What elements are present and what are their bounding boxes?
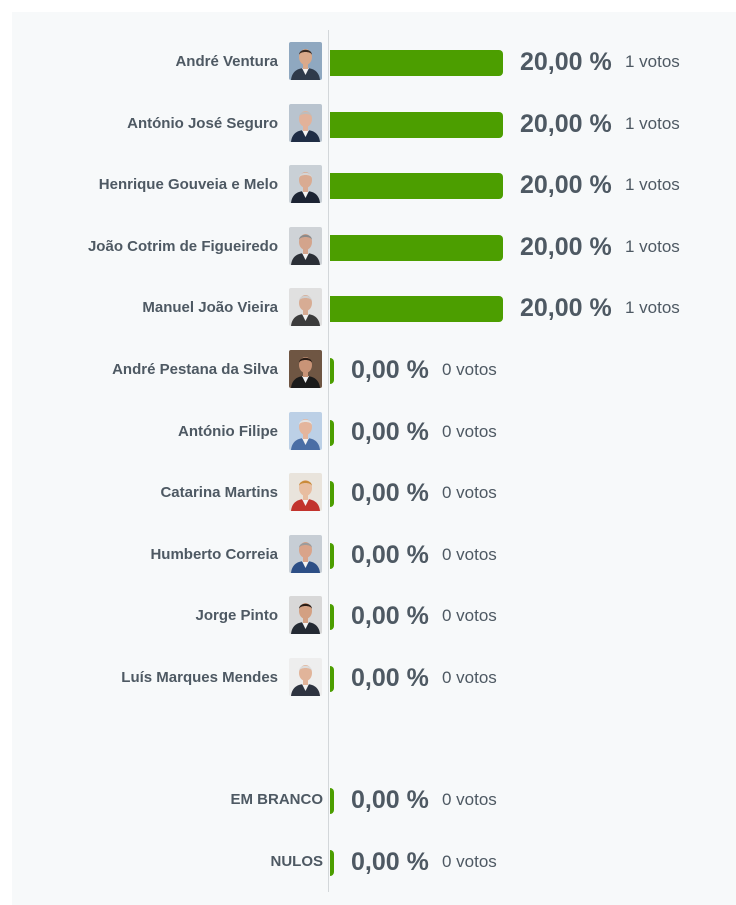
candidate-row: João Cotrim de Figueiredo 20,00 % 1 votos (0, 226, 736, 267)
candidate-row: Catarina Martins 0,00 % 0 votos (0, 473, 736, 513)
percentage-label: 20,00 % (520, 294, 612, 323)
votes-label: 0 votos (442, 668, 497, 687)
chart-axis (328, 30, 329, 892)
candidate-photo (289, 473, 322, 512)
votes-label: 0 votos (442, 606, 497, 626)
candidate-photo (289, 226, 322, 265)
votes-label: 0 votos (442, 483, 497, 503)
percentage-label: 0,00 % (351, 847, 429, 876)
percentage-label: 20,00 % (520, 171, 612, 200)
candidate-name: André Ventura (175, 53, 278, 70)
candidate-photo (289, 350, 322, 388)
candidate-photo (289, 103, 322, 142)
votes-label: 0 votos (442, 544, 497, 564)
percentage-label: 0,00 % (351, 602, 429, 631)
candidate-row: Luís Marques Mendes 0,00 % 0 votos (0, 658, 736, 698)
candidate-row: Henrique Gouveia e Melo 20,00 % 1 votos (0, 165, 736, 205)
candidate-photo (289, 165, 322, 204)
vote-bar (330, 234, 503, 261)
vote-bar (330, 419, 334, 446)
votes-label: 1 votos (625, 175, 680, 195)
votes-label: 0 votos (442, 851, 497, 871)
candidate-row: André Pestana da Silva 0,00 % 0 votos (0, 350, 736, 390)
percentage-label: 0,00 % (351, 479, 429, 508)
candidate-name: João Cotrim de Figueiredo (87, 237, 278, 255)
candidate-photo (289, 288, 322, 327)
candidate-row: Jorge Pinto 0,00 % 0 votos (0, 596, 736, 636)
votes-label: 1 votos (625, 236, 680, 256)
vote-bar (330, 296, 503, 323)
percentage-label: 20,00 % (520, 109, 612, 138)
candidate-name: Catarina Martins (160, 484, 278, 502)
vote-bar (330, 849, 334, 876)
percentage-label: 0,00 % (351, 540, 429, 569)
candidate-row: André Ventura 20,00 % 1 votos (0, 42, 736, 82)
votes-label: 0 votos (442, 421, 497, 441)
vote-bar (330, 111, 503, 138)
candidate-name: António Filipe (178, 422, 278, 440)
candidate-row: António Filipe 0,00 % 0 votos (0, 411, 736, 452)
candidate-photo (289, 42, 322, 80)
vote-bar (330, 481, 334, 508)
vote-bar (330, 542, 334, 569)
candidate-row: Manuel João Vieira 20,00 % 1 votos (0, 288, 736, 328)
votes-label: 1 votos (625, 52, 680, 71)
candidate-name: Luís Marques Mendes (121, 669, 278, 686)
candidate-name: Humberto Correia (150, 545, 278, 563)
votes-label: 1 votos (625, 113, 680, 133)
results-panel (12, 12, 736, 905)
vote-bar (330, 173, 503, 200)
vote-bar (330, 788, 334, 814)
category-name: EM BRANCO (230, 791, 324, 808)
vote-bar (330, 604, 334, 631)
candidate-name: André Pestana da Silva (112, 361, 278, 378)
candidate-name: Manuel João Vieira (142, 299, 278, 317)
votes-label: 1 votos (625, 298, 680, 318)
percentage-label: 20,00 % (520, 48, 612, 76)
candidate-photo (289, 534, 322, 573)
percentage-label: 0,00 % (351, 356, 429, 384)
candidate-name: Henrique Gouveia e Melo (98, 176, 278, 194)
candidate-row: Humberto Correia 0,00 % 0 votos (0, 534, 736, 575)
vote-bar (330, 666, 334, 692)
votes-label: 0 votos (442, 360, 497, 379)
vote-bar (330, 50, 503, 76)
percentage-label: 0,00 % (351, 786, 429, 814)
special-row: NULOS 0,00 % 0 votos (0, 842, 736, 882)
candidate-photo (289, 658, 322, 696)
votes-label: 0 votos (442, 790, 497, 809)
candidate-name: Jorge Pinto (195, 607, 278, 625)
candidate-photo (289, 596, 322, 635)
candidate-row: António José Seguro 20,00 % 1 votos (0, 103, 736, 144)
percentage-label: 0,00 % (351, 417, 429, 446)
special-row: EM BRANCO 0,00 % 0 votos (0, 780, 736, 820)
percentage-label: 0,00 % (351, 664, 429, 692)
candidate-name: António José Seguro (127, 114, 278, 132)
category-name: NULOS (270, 852, 324, 870)
percentage-label: 20,00 % (520, 232, 612, 261)
candidate-photo (289, 411, 322, 450)
vote-bar (330, 358, 334, 384)
